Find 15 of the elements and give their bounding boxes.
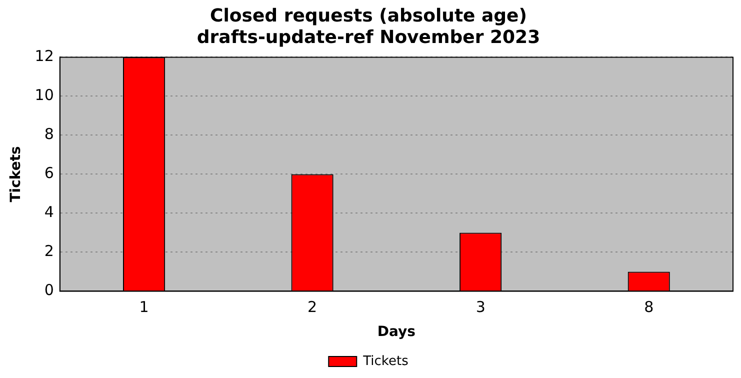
y-axis-title: Tickets [8, 146, 24, 202]
x-tick-label: 8 [644, 298, 654, 316]
y-tick-label: 10 [34, 86, 54, 104]
y-tick-label: 12 [34, 47, 54, 66]
x-axis-title: Days [377, 324, 416, 340]
chart-title: Closed requests (absolute age) drafts-update-ref November 2023 [196, 5, 540, 48]
y-tick-label: 2 [44, 242, 54, 260]
x-tick-label: 3 [476, 298, 486, 316]
y-tick-label: 4 [44, 203, 54, 222]
legend-label: Tickets [362, 354, 409, 369]
y-tick-label: 0 [44, 281, 54, 300]
y-tick-label: 6 [44, 164, 54, 182]
x-tick-label: 1 [139, 298, 149, 316]
y-tick-label: 8 [44, 125, 54, 144]
x-tick-label: 2 [308, 298, 318, 316]
